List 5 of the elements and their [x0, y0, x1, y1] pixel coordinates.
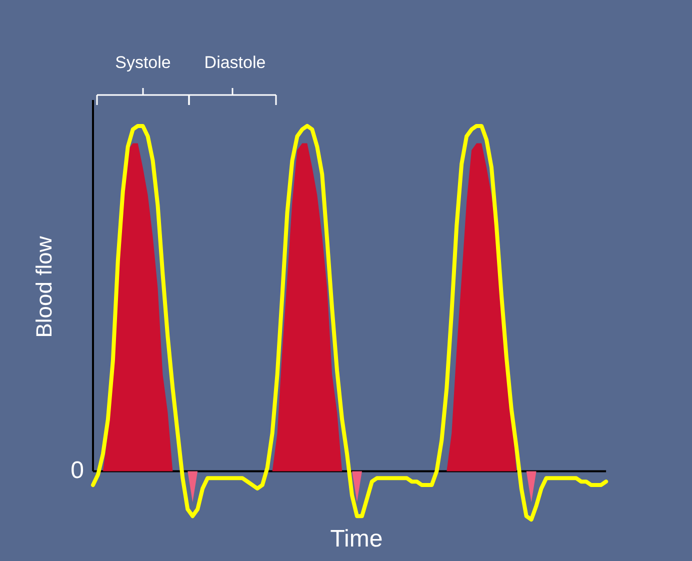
y-axis-title: Blood flow: [32, 236, 56, 338]
text: Diastole: [204, 53, 266, 72]
text: Systole: [115, 53, 171, 72]
text: 0: [70, 457, 84, 484]
x-axis-title: Time: [330, 526, 383, 552]
